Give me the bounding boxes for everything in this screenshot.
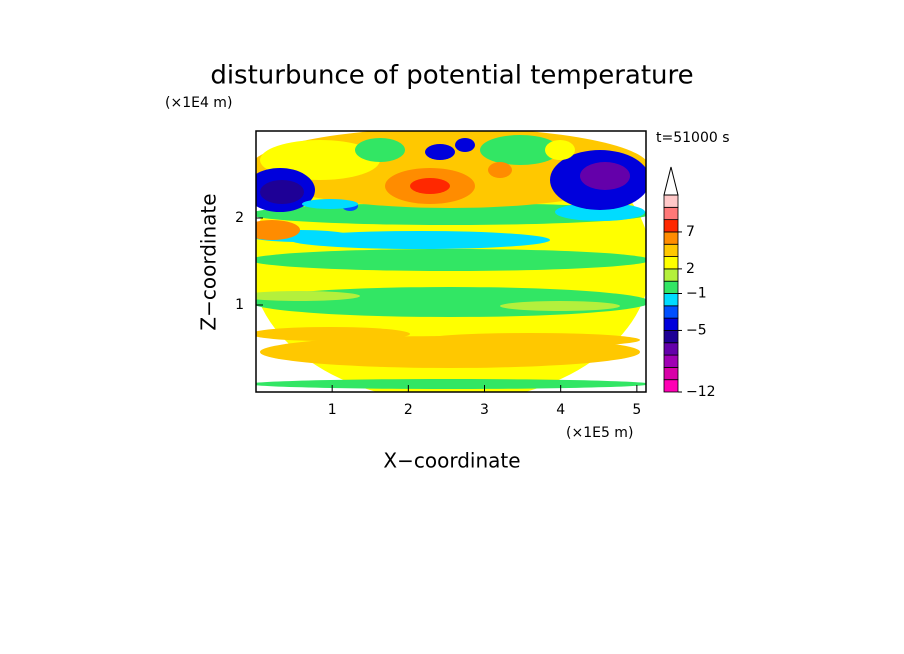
plot-frame (255, 130, 647, 393)
x-tick-label: 1 (328, 402, 337, 418)
y-axis-label: Z−coordinate (197, 193, 221, 330)
colorbar-box (663, 280, 679, 294)
contour-region (355, 138, 405, 162)
contour-region (256, 291, 360, 301)
x-tick-label: 3 (480, 402, 489, 418)
colorbar-box (663, 231, 679, 245)
contour-region (580, 162, 630, 190)
colorbar-box (663, 317, 679, 331)
x-tick-label: 2 (404, 402, 413, 418)
contour-region (425, 144, 455, 160)
colorbar-label: −1 (686, 286, 707, 302)
contour-region (545, 140, 575, 160)
colorbar-box (663, 305, 679, 319)
colorbar-box (663, 330, 679, 344)
colorbar-box (663, 206, 679, 221)
colorbar-extend (663, 166, 679, 196)
colorbar-label: −5 (686, 322, 707, 338)
colorbar-label: 7 (686, 224, 695, 240)
contour-region (500, 301, 620, 311)
contour-region (555, 203, 645, 221)
contour-field (256, 131, 646, 392)
contour-region (410, 178, 450, 194)
chart-title: disturbunce of potential temperature (210, 61, 693, 91)
colorbar-box (663, 256, 679, 270)
x-unit: (×1E5 m) (566, 425, 633, 441)
colorbar-box (663, 342, 679, 356)
y-tick-label: 2 (235, 210, 244, 226)
y-tick-label: 1 (235, 297, 244, 313)
y-unit: (×1E4 m) (165, 95, 232, 111)
contour-region (480, 135, 560, 165)
colorbar-label: −12 (686, 384, 716, 400)
contour-region (256, 249, 646, 271)
x-tick-label: 4 (556, 402, 565, 418)
contour-region (420, 333, 640, 347)
colorbar-box (663, 243, 679, 257)
colorbar-box (663, 268, 679, 282)
colorbar-box (663, 219, 679, 233)
colorbar-box (663, 379, 679, 393)
contour-region (260, 180, 304, 204)
contour-region (256, 379, 646, 389)
colorbar-box (663, 293, 679, 307)
contour-region (455, 138, 475, 152)
x-tick-label: 5 (632, 402, 641, 418)
x-axis-label: X−coordinate (383, 449, 520, 473)
colorbar-label: 2 (686, 261, 695, 277)
contour-region (256, 220, 300, 240)
contour-region (256, 327, 410, 341)
contour-region (488, 162, 512, 178)
contour-region (302, 199, 358, 209)
colorbar-box (663, 354, 679, 368)
colorbar-box (663, 366, 679, 381)
annotation: t=51000 s (656, 130, 730, 146)
contour-region (290, 231, 550, 249)
colorbar-box (663, 194, 679, 208)
